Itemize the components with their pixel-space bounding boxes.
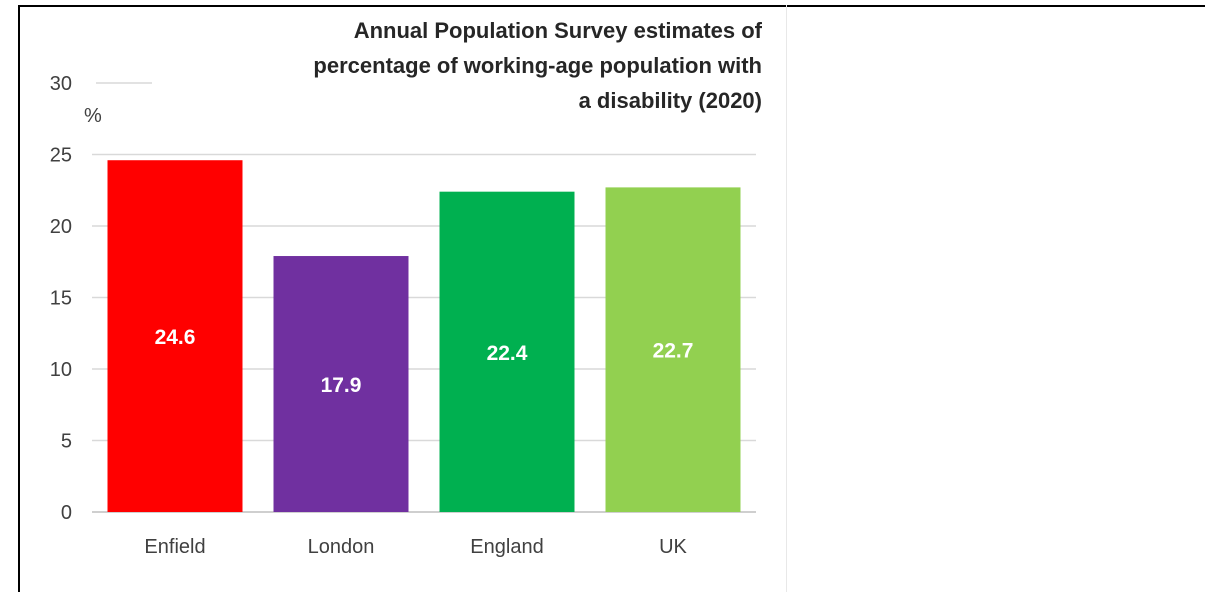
frame-left-border [18, 5, 20, 592]
bars [107, 160, 741, 512]
y-tick-label: 15 [50, 288, 72, 310]
bar-uk [605, 187, 741, 512]
frame-top-border [18, 5, 1205, 7]
bar-chart: 0 5 10 15 20 25 30 24.6 17.9 22.4 22.7 Enfield Lon… [50, 18, 763, 558]
x-axis-ticks: Enfield London England UK [144, 536, 687, 558]
data-labels: 24.6 17.9 22.4 22.7 [155, 326, 694, 397]
y-tick-label: 30 [50, 73, 72, 95]
chart-title-line-1: Annual Population Survey estimates of [354, 18, 763, 43]
x-tick-label: London [308, 536, 375, 558]
frame-divider [786, 5, 787, 592]
y-axis-ticks: 0 5 10 15 20 25 30 [50, 73, 72, 524]
x-tick-label: UK [659, 536, 687, 558]
data-label: 22.4 [487, 342, 528, 365]
y-tick-label: 25 [50, 145, 72, 167]
chart-title-line-2: percentage of working-age population wit… [313, 53, 762, 78]
chart-title-line-3: a disability (2020) [579, 88, 762, 113]
data-label: 22.7 [653, 340, 694, 363]
y-tick-label: 20 [50, 216, 72, 238]
data-label: 24.6 [155, 326, 196, 349]
x-tick-label: England [470, 536, 543, 558]
y-tick-label: 0 [61, 502, 72, 524]
y-axis-label: % [84, 105, 102, 127]
y-tick-label: 10 [50, 359, 72, 381]
x-tick-label: Enfield [144, 536, 205, 558]
bar-england [439, 191, 575, 512]
data-label: 17.9 [321, 374, 362, 397]
y-tick-label: 5 [61, 431, 72, 453]
bar-london [273, 256, 409, 512]
chart-title: Annual Population Survey estimates of pe… [313, 18, 762, 113]
bar-enfield [107, 160, 243, 512]
